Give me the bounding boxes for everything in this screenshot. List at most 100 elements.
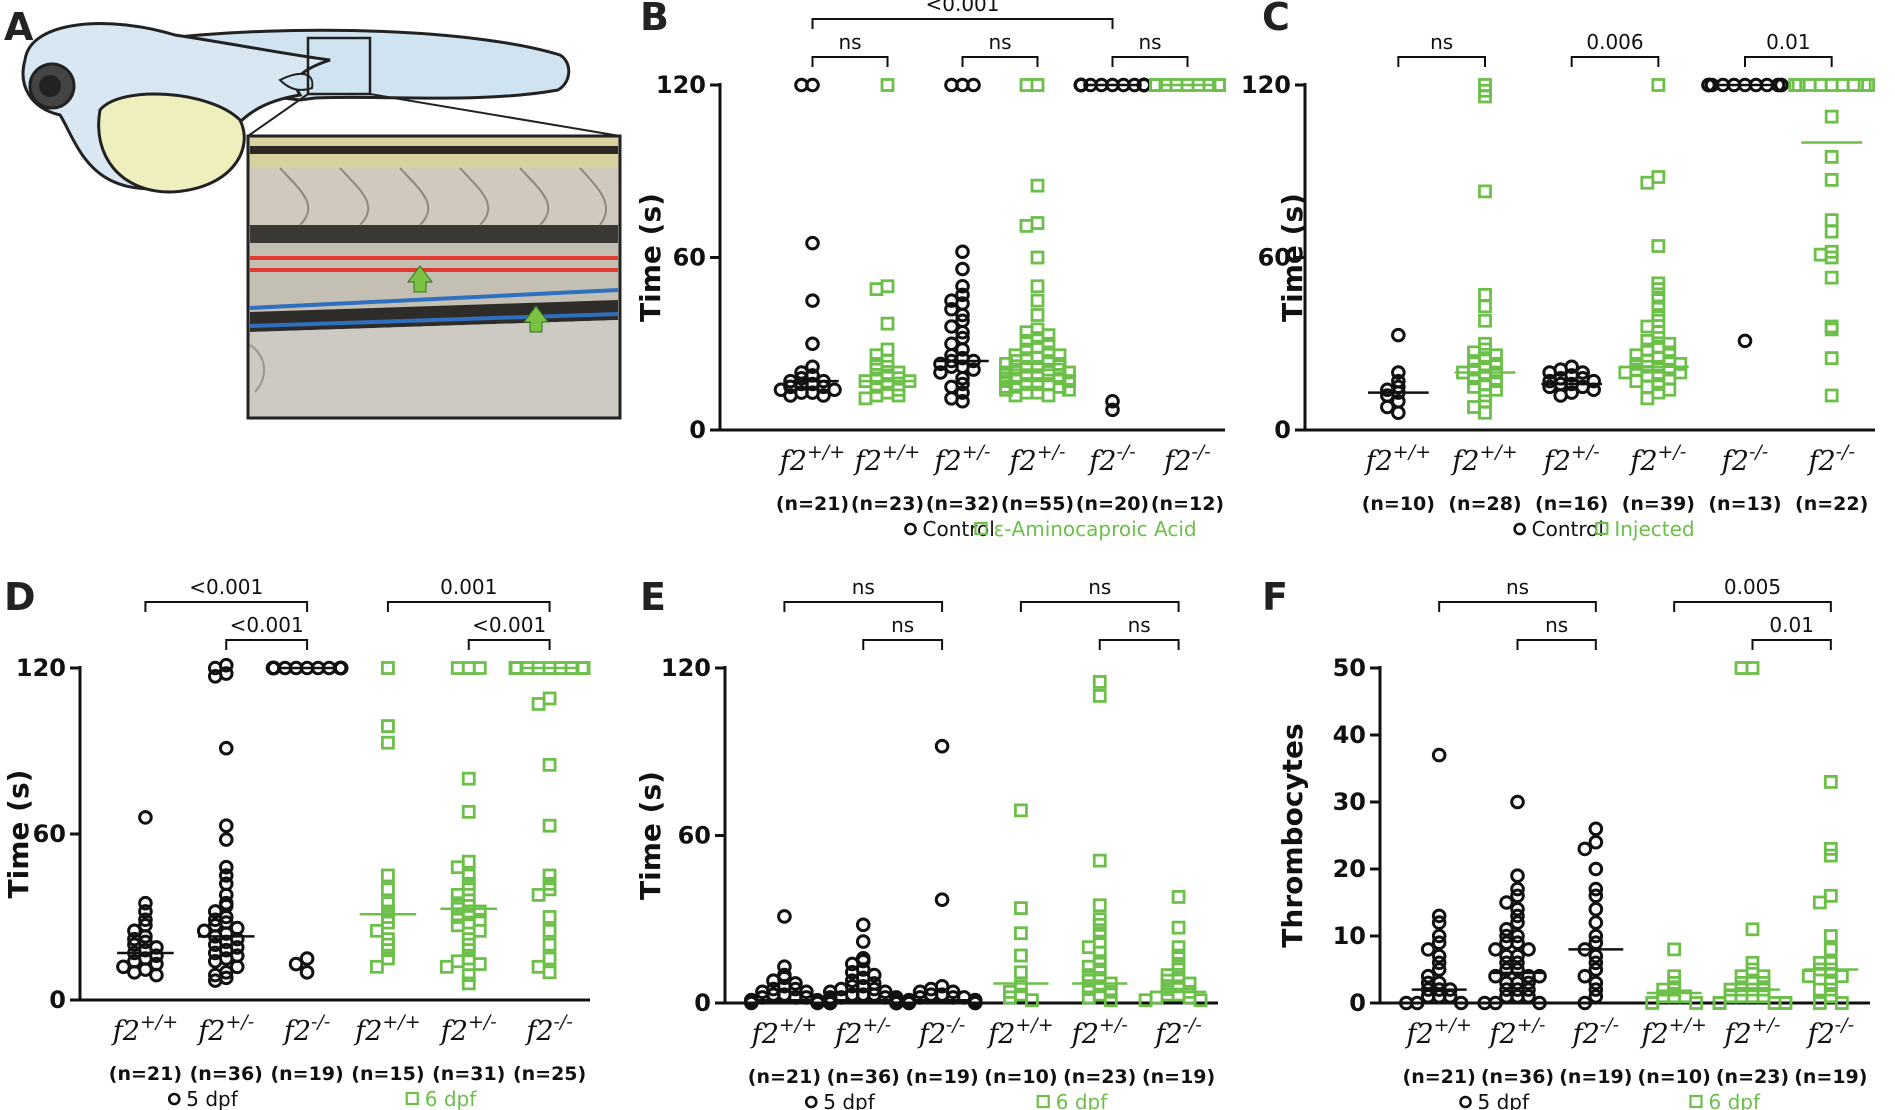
data-point xyxy=(1030,308,1045,322)
legend: 5 dpf 6 dpf xyxy=(167,1087,477,1110)
data-point xyxy=(1689,996,1704,1010)
data-point xyxy=(207,660,223,676)
bracket-label: <0.001 xyxy=(925,0,999,16)
sample-size-label: (n=13) xyxy=(1708,493,1781,515)
sample-size-label: (n=19) xyxy=(905,1066,978,1088)
category-label: f2+/+ xyxy=(853,441,920,477)
category-genotype: -/- xyxy=(1835,1014,1854,1036)
data-point xyxy=(1008,388,1023,403)
data-point xyxy=(944,301,959,317)
category-0: f2+/+ (n=21) xyxy=(773,77,849,515)
data-point xyxy=(1834,996,1849,1010)
bracket-label: ns xyxy=(1138,30,1161,54)
category-label: f2-/- xyxy=(1087,441,1135,477)
data-point xyxy=(844,964,860,980)
data-point xyxy=(1802,78,1817,92)
category-base: f2 xyxy=(986,1019,1015,1050)
data-point xyxy=(1813,78,1828,92)
sample-size-label: (n=21) xyxy=(1403,1066,1476,1088)
data-point xyxy=(1823,888,1838,903)
data-point xyxy=(955,324,970,340)
legend-treated-label: 6 dpf xyxy=(1056,1090,1108,1110)
data-point xyxy=(381,951,395,966)
data-point xyxy=(1588,821,1604,837)
category-base: f2 xyxy=(1087,446,1116,477)
data-point xyxy=(944,319,959,334)
data-point xyxy=(218,832,234,847)
data-point xyxy=(149,967,164,983)
bracket-label: ns xyxy=(1430,30,1453,54)
sample-size-label: (n=28) xyxy=(1448,493,1521,515)
y-tick-label: 20 xyxy=(1333,855,1366,883)
fish-yolk xyxy=(97,92,246,194)
data-point xyxy=(1092,926,1107,941)
category-base: f2 xyxy=(524,1016,553,1047)
data-point xyxy=(805,293,820,308)
data-point xyxy=(1651,170,1666,184)
data-point xyxy=(1478,89,1492,104)
data-point xyxy=(1645,996,1660,1010)
category-genotype: +/+ xyxy=(807,441,845,463)
data-point xyxy=(955,244,970,260)
data-point xyxy=(127,937,142,952)
data-point xyxy=(799,984,814,1000)
data-point xyxy=(1014,926,1028,941)
data-point xyxy=(1003,990,1017,1005)
data-point xyxy=(880,279,895,294)
significance-bracket: <0.001 xyxy=(144,575,309,612)
data-point xyxy=(218,868,234,883)
data-point xyxy=(1824,270,1839,285)
data-point xyxy=(1824,213,1839,228)
data-point xyxy=(1431,915,1447,930)
panel-a-illustration: A xyxy=(4,5,622,420)
data-point xyxy=(1431,962,1447,977)
data-point xyxy=(1105,402,1120,418)
data-point xyxy=(955,278,970,294)
category-base: f2 xyxy=(917,1019,946,1050)
data-point xyxy=(1092,689,1107,703)
data-point xyxy=(1542,365,1557,380)
data-point xyxy=(1588,955,1604,971)
category-base: f2 xyxy=(1364,446,1393,477)
data-point xyxy=(1510,901,1525,917)
data-point xyxy=(1846,78,1861,92)
chart-panel-f: F01020304050Thrombocytesf2+/+(n=21)f2+/-… xyxy=(1262,575,1870,1110)
category-base: f2 xyxy=(196,1016,225,1047)
bracket-line xyxy=(811,18,1114,29)
data-point xyxy=(381,943,395,958)
data-point xyxy=(1640,391,1655,406)
category-label: f2+/+ xyxy=(1404,1014,1471,1050)
data-point xyxy=(370,923,384,938)
data-point xyxy=(1431,747,1447,763)
data-point xyxy=(542,951,557,966)
y-tick-label: 60 xyxy=(673,244,706,272)
panel-letter: C xyxy=(1262,0,1290,39)
y-tick-label: 60 xyxy=(1258,244,1291,272)
data-point xyxy=(531,887,546,902)
data-point xyxy=(439,959,454,974)
data-point xyxy=(1588,989,1604,1004)
sample-size-label: (n=19) xyxy=(1794,1066,1867,1088)
data-point xyxy=(1092,898,1107,913)
category-base: f2 xyxy=(750,1019,779,1050)
red-line-bottom xyxy=(250,268,618,272)
data-point xyxy=(1030,178,1045,193)
bracket-line xyxy=(1744,56,1833,67)
data-point xyxy=(381,915,395,930)
category-4: f2-/- (n=13) xyxy=(1701,77,1789,515)
significance-bracket: <0.001 xyxy=(467,613,551,650)
data-point xyxy=(542,910,557,924)
category-5: f2-/- (n=25) xyxy=(508,661,591,1085)
significance-bracket: ns xyxy=(811,30,889,67)
data-point xyxy=(955,385,970,400)
bracket-label: <0.001 xyxy=(230,613,304,637)
data-point xyxy=(1478,405,1492,420)
category-base: f2 xyxy=(1571,1019,1600,1050)
category-0: f2+/+ (n=21) xyxy=(109,810,182,1085)
bracket-line xyxy=(386,601,551,612)
arrow-icon xyxy=(523,305,549,333)
sample-size-label: (n=16) xyxy=(1535,493,1608,515)
data-point xyxy=(1030,78,1045,92)
